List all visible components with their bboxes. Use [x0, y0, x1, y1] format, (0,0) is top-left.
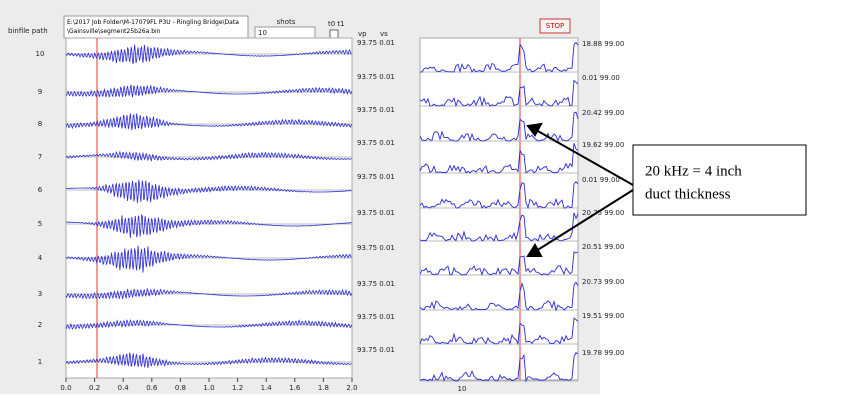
row-label: 5: [38, 220, 42, 228]
right-value: 19.62 99.00: [582, 141, 624, 149]
x-tick-label: 1.0: [203, 384, 214, 392]
right-value: 20.51 99.00: [582, 243, 624, 251]
x-tick-label: 1.6: [289, 384, 301, 392]
row-label: 7: [38, 153, 42, 161]
stop-label: STOP: [546, 22, 564, 30]
shots-label: shots: [277, 18, 296, 26]
t-label: t0 t1: [328, 20, 345, 28]
waveform: [66, 179, 352, 204]
row-label: 2: [38, 321, 42, 329]
annotation-line: 20 kHz = 4 inch: [645, 163, 742, 179]
left-value: 93.75 0.01: [357, 173, 395, 181]
x-tick-label: 0.4: [118, 384, 130, 392]
spectrum: [419, 111, 579, 143]
waveform: [65, 44, 352, 65]
row-label: 8: [38, 120, 42, 128]
waveform: [65, 150, 352, 163]
left-value: 93.75 0.01: [357, 73, 395, 81]
right-x-tick: 10: [458, 385, 467, 393]
right-value: 0.01 99.00: [582, 176, 620, 184]
right-value: 0.01 99.00: [582, 74, 620, 82]
x-tick-label: 0.6: [146, 384, 158, 392]
shots-value: 10: [258, 29, 267, 37]
row-label: 4: [38, 254, 43, 262]
right-value: 19.78 99.00: [582, 349, 624, 357]
arrows: [526, 122, 634, 257]
spectrum: [419, 79, 579, 108]
waveform: [65, 287, 352, 300]
row-label: 3: [38, 290, 42, 298]
right-plot: [419, 37, 579, 381]
waveform: [65, 245, 352, 273]
waveform: [65, 213, 352, 238]
path-field: E:\2017 Job Folder\M-17079FL P3U - Ringl…: [67, 19, 239, 35]
x-tick-label: 0.8: [175, 384, 186, 392]
waveform: [65, 319, 352, 330]
left-value: 93.75 0.01: [357, 39, 395, 47]
right-value: 18.88 99.00: [582, 40, 624, 48]
left-value: 93.75 0.01: [357, 244, 395, 252]
left-value: 93.75 0.01: [357, 313, 395, 321]
row-label: 1: [38, 358, 42, 366]
left-value: 93.75 0.01: [357, 106, 395, 114]
x-tick-label: 1.2: [232, 384, 243, 392]
waveform: [65, 113, 352, 131]
waveform: [65, 84, 352, 98]
right-value: 19.51 99.00: [582, 312, 624, 320]
spectrum: [419, 143, 579, 174]
spectrum: [419, 212, 579, 242]
checkbox[interactable]: [329, 29, 339, 39]
row-label: 10: [36, 50, 45, 58]
annotation-line: duct thickness: [645, 186, 731, 202]
left-plot: [65, 37, 353, 379]
spectrum: [419, 281, 579, 312]
vs-label: vs: [380, 30, 388, 38]
vp-label: vp: [358, 30, 367, 38]
left-value: 93.75 0.01: [357, 346, 395, 354]
right-value: 20.75 99.00: [582, 209, 624, 217]
spectrum: [419, 317, 579, 346]
x-tick-label: 1.8: [318, 384, 329, 392]
left-value: 93.75 0.01: [357, 209, 395, 217]
x-tick-label: 0.0: [60, 384, 71, 392]
x-tick-label: 0.2: [89, 384, 100, 392]
row-label: 6: [38, 186, 43, 194]
left-value: 93.75 0.01: [357, 280, 395, 288]
spectrum: [419, 41, 579, 74]
waveform: [65, 352, 352, 368]
right-value: 20.42 99.00: [582, 109, 624, 117]
annotation-box: [632, 144, 807, 216]
spectrum: [419, 352, 579, 383]
x-tick-label: 2.0: [346, 384, 357, 392]
spectrum: [419, 251, 579, 276]
spectrum: [419, 181, 579, 210]
x-tick-label: 1.4: [261, 384, 273, 392]
stop-button[interactable]: [539, 18, 571, 34]
path-label: binfile path: [8, 27, 48, 35]
row-label: 9: [38, 88, 42, 96]
right-value: 20.73 99.00: [582, 278, 624, 286]
left-value: 93.75 0.01: [357, 139, 395, 147]
path-value: E:\2017 Job Folder\M-17079FL P3U - Ringl…: [67, 19, 239, 35]
